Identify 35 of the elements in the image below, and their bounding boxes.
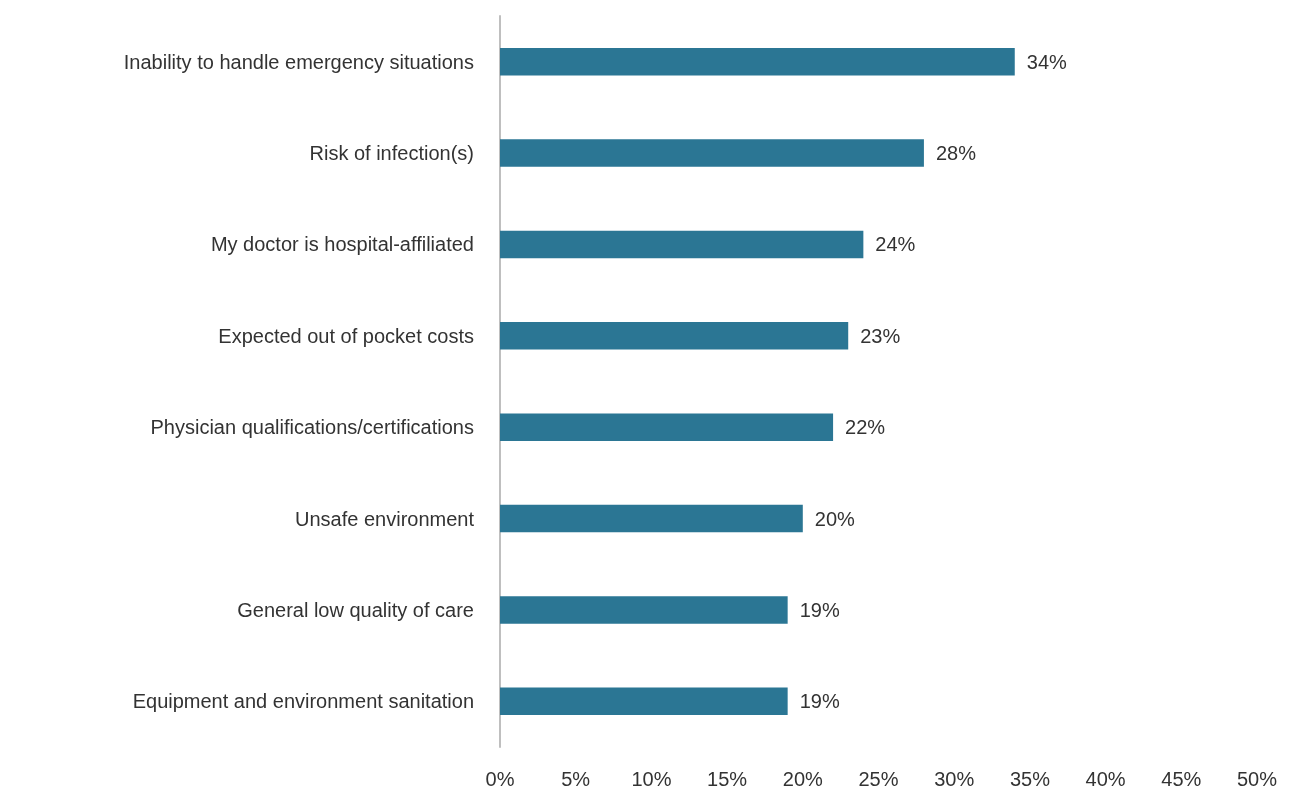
bar: [500, 322, 849, 350]
x-tick-label: 25%: [858, 768, 899, 790]
bar: [500, 687, 788, 716]
y-tick-label: Risk of infection(s): [309, 142, 474, 165]
bar: [500, 504, 803, 533]
x-tick-label: 0%: [485, 768, 515, 790]
y-tick-label: Physician qualifications/certifications: [150, 416, 474, 439]
bar: [500, 596, 788, 624]
x-tick-label: 15%: [707, 768, 748, 790]
x-tick-label: 45%: [1161, 768, 1202, 790]
bar: [500, 413, 834, 441]
bar: [500, 139, 924, 167]
data-label: 34%: [1026, 50, 1068, 73]
y-tick-label: Inability to handle emergency situations: [123, 50, 474, 73]
x-tick-label: 20%: [782, 768, 824, 790]
x-tick-label: 50%: [1236, 768, 1278, 790]
y-tick-label: General low quality of care: [237, 598, 474, 621]
x-tick-label: 40%: [1085, 768, 1126, 790]
x-tick-label: 5%: [561, 768, 591, 790]
x-tick-label: 10%: [631, 768, 672, 790]
data-label: 20%: [814, 507, 856, 530]
data-label: 23%: [860, 324, 901, 347]
bar: [500, 47, 1015, 76]
y-tick-label: Expected out of pocket costs: [218, 324, 474, 347]
y-tick-label: Unsafe environment: [295, 507, 475, 530]
data-label: 19%: [799, 690, 840, 713]
data-label: 19%: [799, 598, 840, 621]
bar: [500, 230, 864, 259]
y-tick-label: My doctor is hospital-affiliated: [210, 233, 474, 256]
y-tick-label: Equipment and environment sanitation: [132, 690, 474, 713]
x-tick-label: 35%: [1009, 768, 1051, 790]
x-tick-label: 30%: [934, 768, 975, 790]
data-label: 24%: [875, 233, 916, 256]
data-label: 28%: [935, 142, 977, 165]
data-label: 22%: [845, 416, 886, 439]
